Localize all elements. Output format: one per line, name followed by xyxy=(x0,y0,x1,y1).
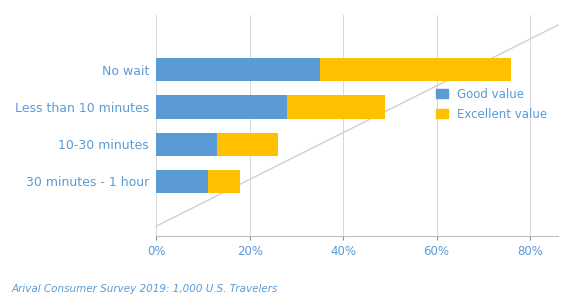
Legend: Good value, Excellent value: Good value, Excellent value xyxy=(431,83,552,125)
Bar xyxy=(156,58,320,81)
Bar xyxy=(217,133,278,156)
Bar xyxy=(320,58,511,81)
Bar xyxy=(287,95,385,119)
Bar xyxy=(156,170,207,193)
Text: Arival Consumer Survey 2019: 1,000 U.S. Travelers: Arival Consumer Survey 2019: 1,000 U.S. … xyxy=(11,284,278,294)
Bar xyxy=(156,133,217,156)
Bar xyxy=(207,170,240,193)
Bar xyxy=(156,95,287,119)
